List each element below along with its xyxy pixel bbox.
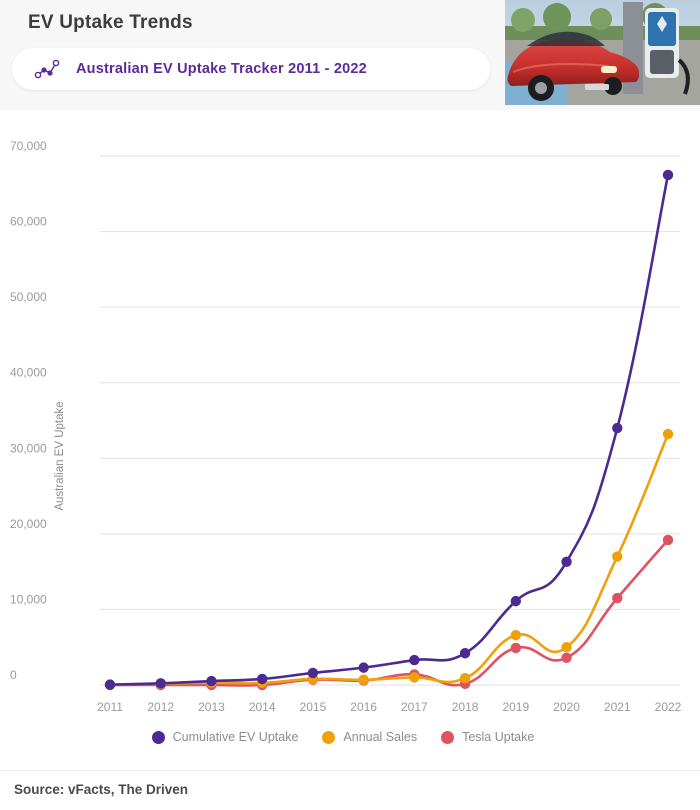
x-axis-tick-label: 2017 <box>401 700 428 714</box>
x-axis-tick-label: 2012 <box>147 700 174 714</box>
data-point[interactable] <box>459 672 471 684</box>
data-point[interactable] <box>510 629 522 641</box>
x-axis-tick-label: 2019 <box>502 700 529 714</box>
header-band: EV Uptake Trends Australian EV Uptake Tr… <box>0 0 700 110</box>
data-point[interactable] <box>662 534 674 546</box>
data-point[interactable] <box>459 648 471 659</box>
x-axis-tick-label: 2014 <box>249 700 276 714</box>
legend-item-cumulative[interactable]: Cumulative EV Uptake <box>151 730 299 744</box>
legend-item-annual[interactable]: Annual Sales <box>322 730 417 744</box>
chart-subtitle-pill: Australian EV Uptake Tracker 2011 - 2022 <box>12 48 490 90</box>
legend-swatch-annual <box>322 730 336 744</box>
data-point[interactable] <box>409 654 420 666</box>
chart-legend: Cumulative EV Uptake Annual Sales Tesla … <box>0 730 700 744</box>
series-line-1 <box>108 432 670 686</box>
data-point[interactable] <box>510 642 522 654</box>
y-axis-tick-label: 30,000 <box>10 441 47 455</box>
x-axis-tick-label: 2015 <box>300 700 327 714</box>
legend-item-tesla[interactable]: Tesla Uptake <box>441 730 534 744</box>
x-axis-tick-label: 2013 <box>198 700 225 714</box>
x-axis-tick-label: 2020 <box>553 700 580 714</box>
x-axis-tick-label: 2022 <box>655 700 682 714</box>
chart-subtitle-label: Australian EV Uptake Tracker 2011 - 2022 <box>76 61 367 77</box>
data-point[interactable] <box>561 652 572 663</box>
data-point[interactable] <box>307 667 319 679</box>
data-point[interactable] <box>612 422 623 434</box>
x-axis-tick-label: 2011 <box>97 700 123 714</box>
data-point[interactable] <box>104 679 116 690</box>
y-axis-tick-label: 50,000 <box>10 290 47 304</box>
data-point[interactable] <box>206 675 217 687</box>
x-axis-tick-label: 2021 <box>604 700 631 714</box>
data-point[interactable] <box>155 678 166 689</box>
data-point[interactable] <box>358 662 369 673</box>
legend-label-tesla: Tesla Uptake <box>462 730 535 744</box>
line-chart-icon <box>34 58 60 80</box>
legend-swatch-tesla <box>441 730 455 744</box>
legend-swatch-cumulative <box>151 730 165 744</box>
page-title: EV Uptake Trends <box>28 12 193 33</box>
series-line-0 <box>108 173 670 686</box>
data-point[interactable] <box>561 556 572 568</box>
data-point[interactable] <box>409 672 420 683</box>
y-axis-tick-label: 0 <box>10 668 17 682</box>
y-axis-tick-label: 10,000 <box>10 592 47 606</box>
footer-divider <box>0 770 700 771</box>
line-chart: 0 10,000 20,000 30,000 40,000 50,000 60,000 70,… <box>10 139 682 714</box>
source-note: Source: vFacts, The Driven <box>14 782 189 797</box>
data-point[interactable] <box>561 642 572 653</box>
data-point[interactable] <box>612 551 623 562</box>
y-axis-tick-label: 60,000 <box>10 215 47 229</box>
data-point[interactable] <box>510 595 522 607</box>
y-axis-tick-label: 20,000 <box>10 517 47 531</box>
data-point[interactable] <box>662 428 674 440</box>
x-axis-tick-label: 2016 <box>350 700 377 714</box>
legend-label-annual: Annual Sales <box>343 730 418 744</box>
data-point[interactable] <box>662 169 674 181</box>
legend-label-cumulative: Cumulative EV Uptake <box>172 730 299 744</box>
header-photo <box>505 0 700 105</box>
data-point[interactable] <box>358 674 369 685</box>
chart-area: Australian EV Uptake 0 10,000 20,000 30,000… <box>0 110 700 770</box>
x-axis-tick-label: 2018 <box>452 700 479 714</box>
data-point[interactable] <box>256 673 268 685</box>
data-point[interactable] <box>612 592 623 604</box>
y-axis-tick-label: 40,000 <box>10 366 47 380</box>
y-axis-tick-label: 70,000 <box>10 139 47 153</box>
